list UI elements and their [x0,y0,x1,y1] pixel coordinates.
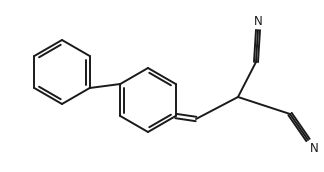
Text: N: N [310,142,319,155]
Text: N: N [254,15,262,28]
